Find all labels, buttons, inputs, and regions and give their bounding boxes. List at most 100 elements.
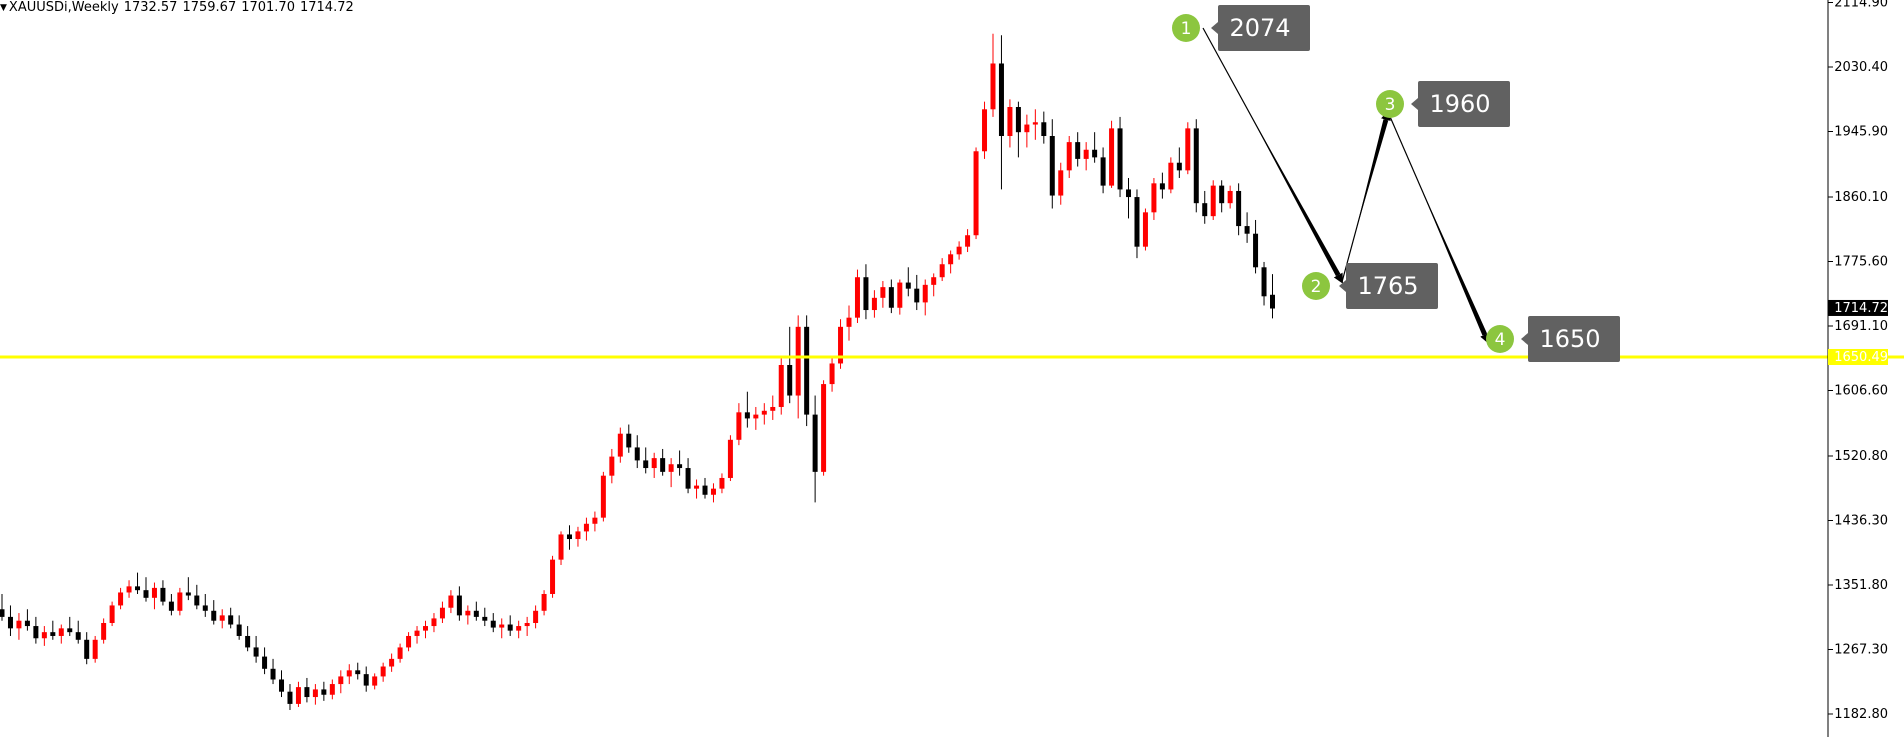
candle xyxy=(583,517,589,541)
candle xyxy=(50,620,56,640)
candle xyxy=(219,609,225,629)
candle xyxy=(702,477,708,499)
axis-tick-label: 1691.10 xyxy=(1834,319,1888,334)
candle-body xyxy=(245,635,251,648)
axis-tick-label: 1520.80 xyxy=(1834,449,1888,464)
candle-body xyxy=(651,458,657,469)
candle-body xyxy=(253,647,259,657)
candle-body xyxy=(710,488,716,495)
chart-header: ▼ XAUUSDi,Weekly 1732.57 1759.67 1701.70 1714… xyxy=(0,0,359,15)
candle xyxy=(626,424,632,453)
axis-tick-label: 1182.80 xyxy=(1834,707,1888,722)
candle-body xyxy=(1151,183,1157,213)
candle-body xyxy=(888,287,894,308)
candle-body xyxy=(1100,157,1106,186)
candle-body xyxy=(982,109,988,152)
candle-body xyxy=(346,670,352,677)
candle-body xyxy=(1261,267,1267,297)
candle-body xyxy=(600,475,606,518)
wave-arrow-body xyxy=(1416,176,1488,336)
candle xyxy=(7,605,13,636)
candle-body xyxy=(499,624,505,628)
candle-body xyxy=(389,658,395,667)
candle-body xyxy=(1253,233,1259,268)
candle-body xyxy=(541,593,547,611)
candle xyxy=(998,35,1004,190)
candle xyxy=(609,448,615,484)
candle-body xyxy=(295,687,301,704)
axis-tick-label: 1606.60 xyxy=(1834,383,1888,398)
candle xyxy=(600,471,606,522)
candle-body xyxy=(287,691,293,704)
close-value: 1714.72 xyxy=(299,0,354,15)
candle xyxy=(168,593,174,616)
candle-body xyxy=(109,605,115,623)
wave-price-box xyxy=(1346,263,1438,309)
candle xyxy=(329,679,335,700)
wave-price-box-pointer xyxy=(1521,333,1528,345)
candle-body xyxy=(905,282,911,289)
candle xyxy=(321,681,327,701)
candle-body xyxy=(566,534,572,540)
candle-body xyxy=(41,632,47,639)
candle xyxy=(1092,132,1098,163)
candle xyxy=(406,632,412,652)
candle xyxy=(507,615,513,636)
wave-marker-number: 4 xyxy=(1495,330,1506,350)
candle-body xyxy=(1007,106,1013,137)
axis-tick-label: 2114.90 xyxy=(1834,0,1888,11)
candle xyxy=(778,357,784,415)
candle-body xyxy=(228,615,234,625)
candle xyxy=(1041,111,1047,144)
candle xyxy=(389,653,395,672)
candle-body xyxy=(719,477,725,489)
candle xyxy=(1227,185,1233,209)
candle-body xyxy=(304,687,310,698)
candle xyxy=(1236,183,1242,236)
wave-price-box-pointer xyxy=(1339,280,1346,292)
candle-body xyxy=(312,689,318,698)
candle xyxy=(753,406,759,430)
candle-body xyxy=(363,674,369,686)
candle xyxy=(372,673,378,690)
candle-body xyxy=(1066,142,1072,171)
candle xyxy=(736,403,742,446)
candle-body xyxy=(558,534,564,560)
candle-body xyxy=(490,620,496,628)
candle xyxy=(482,607,488,627)
candle-body xyxy=(863,277,869,311)
candle xyxy=(473,601,479,621)
candle xyxy=(643,447,649,474)
candle xyxy=(1159,172,1165,199)
candle-body xyxy=(1202,203,1208,217)
axis-tick-label: 1267.30 xyxy=(1834,642,1888,657)
level-price-tag xyxy=(1828,348,1888,365)
wave-price-box xyxy=(1418,81,1510,127)
candle xyxy=(1066,136,1072,178)
wave-price-label: 2074 xyxy=(1229,14,1290,42)
candle-body xyxy=(151,587,157,598)
candle xyxy=(685,458,691,494)
candle xyxy=(1185,122,1191,175)
candle-body xyxy=(626,433,632,448)
candle xyxy=(888,279,894,314)
axis-tick-label: 1351.80 xyxy=(1834,578,1888,593)
candle-body xyxy=(1176,162,1182,171)
candle-body xyxy=(660,458,666,472)
candle xyxy=(914,274,920,311)
candle-body xyxy=(736,412,742,440)
candle xyxy=(1142,208,1148,251)
chevron-down-icon[interactable]: ▼ xyxy=(0,3,7,13)
candle xyxy=(668,458,674,488)
wave-marker-circle xyxy=(1302,272,1330,300)
candle xyxy=(838,319,844,369)
candle-body xyxy=(24,620,30,627)
candle xyxy=(151,582,157,610)
candle-body xyxy=(202,605,208,611)
candle xyxy=(922,279,928,316)
candle xyxy=(75,620,81,644)
candle xyxy=(0,593,5,621)
candle-body xyxy=(1210,185,1216,217)
candle-body xyxy=(1168,162,1174,190)
